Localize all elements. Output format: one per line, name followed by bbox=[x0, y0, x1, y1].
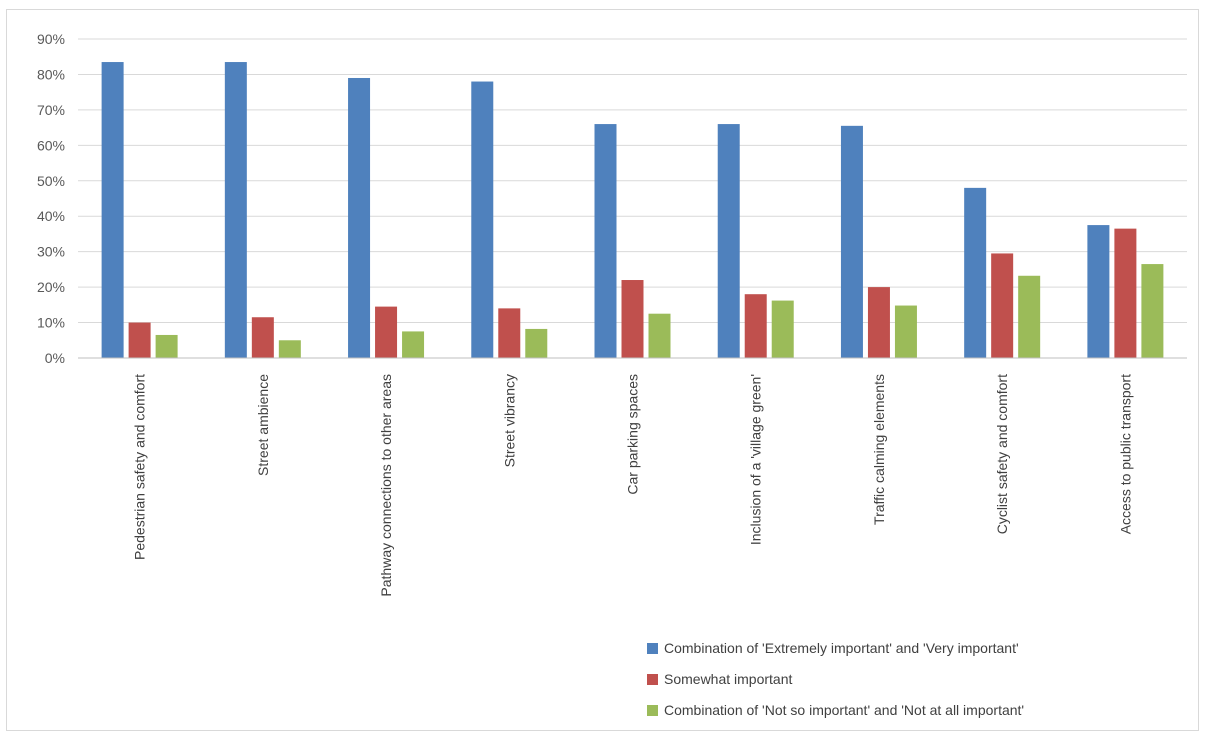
category-label: Traffic calming elements bbox=[871, 374, 887, 525]
legend-label: Somewhat important bbox=[664, 671, 793, 687]
bar-series-2 bbox=[1114, 228, 1137, 358]
chart-frame: 0% 10% 20% 30% 40% 50% 60% 70% 80% 90% Pedestrian… bbox=[6, 9, 1199, 731]
bar-series-2 bbox=[375, 306, 398, 358]
legend-swatch bbox=[647, 643, 658, 654]
bar-series-1 bbox=[964, 187, 987, 358]
bar-series-3 bbox=[648, 313, 671, 358]
legend-label: Combination of 'Extremely important' and… bbox=[664, 640, 1019, 656]
legend-swatch bbox=[647, 705, 658, 716]
bar-chart: 0% 10% 20% 30% 40% 50% 60% 70% 80% 90% Pedestrian… bbox=[37, 31, 1187, 718]
y-tick-label: 10% bbox=[37, 315, 65, 331]
bar-series-2 bbox=[128, 322, 151, 358]
gridlines bbox=[78, 38, 1187, 324]
y-tick-label: 60% bbox=[37, 137, 65, 153]
bar-series-3 bbox=[525, 328, 548, 358]
bar-series-1 bbox=[224, 62, 247, 359]
category-label: Access to public transport bbox=[1117, 374, 1133, 534]
bar-series-3 bbox=[1141, 264, 1164, 358]
bar-series-3 bbox=[155, 334, 178, 358]
bar-series-2 bbox=[867, 287, 890, 358]
bar-series-2 bbox=[621, 280, 644, 358]
bar-series-1 bbox=[840, 125, 863, 358]
bar-series-2 bbox=[744, 294, 767, 358]
bar-series-3 bbox=[1018, 275, 1041, 358]
y-tick-label: 20% bbox=[37, 279, 65, 295]
bar-series-3 bbox=[894, 305, 917, 358]
category-label: Street vibrancy bbox=[501, 374, 517, 467]
category-label: Pathway connections to other areas bbox=[378, 374, 394, 597]
category-label: Cyclist safety and comfort bbox=[994, 374, 1010, 534]
bar-series-3 bbox=[402, 331, 425, 358]
bar-series-1 bbox=[594, 124, 617, 358]
bar-series-1 bbox=[717, 124, 740, 358]
category-labels: Pedestrian safety and comfort Street ambi… bbox=[132, 374, 1134, 597]
category-label: Pedestrian safety and comfort bbox=[132, 374, 148, 560]
bars bbox=[101, 62, 1164, 359]
bar-series-3 bbox=[278, 340, 301, 358]
bar-series-1 bbox=[1087, 225, 1110, 358]
legend-label: Combination of 'Not so important' and 'N… bbox=[664, 702, 1024, 718]
bar-series-1 bbox=[101, 62, 124, 359]
category-label: Inclusion of a 'village green' bbox=[748, 374, 764, 545]
bar-series-1 bbox=[348, 77, 371, 358]
y-axis-ticks: 0% 10% 20% 30% 40% 50% 60% 70% 80% 90% bbox=[37, 31, 65, 366]
bar-series-2 bbox=[991, 253, 1014, 358]
y-tick-label: 70% bbox=[37, 102, 65, 118]
bar-series-2 bbox=[498, 308, 521, 358]
y-tick-label: 40% bbox=[37, 208, 65, 224]
y-tick-label: 80% bbox=[37, 66, 65, 82]
category-label: Street ambience bbox=[255, 374, 271, 476]
y-tick-label: 30% bbox=[37, 244, 65, 260]
bar-series-2 bbox=[251, 317, 274, 358]
category-label: Car parking spaces bbox=[625, 374, 641, 495]
y-tick-label: 0% bbox=[45, 350, 65, 366]
y-tick-label: 50% bbox=[37, 173, 65, 189]
y-tick-label: 90% bbox=[37, 31, 65, 47]
bar-series-1 bbox=[471, 81, 494, 359]
legend-swatch bbox=[647, 674, 658, 685]
bar-series-3 bbox=[771, 300, 794, 358]
legend: Combination of 'Extremely important' and… bbox=[647, 640, 1024, 718]
